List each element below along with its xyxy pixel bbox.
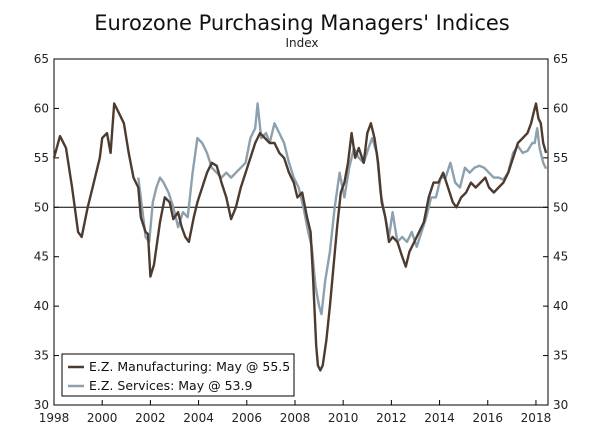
legend-label-services: E.Z. Services: May @ 53.9	[89, 378, 252, 393]
y-tick-label-right: 30	[553, 398, 568, 412]
y-tick-label-left: 40	[34, 299, 49, 313]
y-tick-label-right: 65	[553, 52, 568, 66]
x-tick-label: 1998	[39, 411, 70, 425]
y-tick-label-right: 45	[553, 250, 568, 264]
y-axis-right: 30 35 40 45 50 55 60 65	[543, 52, 568, 412]
x-tick-label: 2006	[232, 411, 263, 425]
x-tick-label: 2016	[472, 411, 503, 425]
x-tick-label: 2002	[135, 411, 166, 425]
chart-subtitle: Index	[285, 36, 318, 50]
y-tick-label-right: 35	[553, 349, 568, 363]
x-tick-label: 2000	[87, 411, 118, 425]
y-tick-label-left: 30	[34, 398, 49, 412]
y-tick-label-left: 55	[34, 151, 49, 165]
x-axis: 1998 2000 2002 2004 2006 2008 2010 2012 2014 2016…	[39, 400, 551, 425]
series-line-manufacturing	[52, 102, 548, 372]
x-tick-label: 2008	[280, 411, 311, 425]
y-tick-label-right: 60	[553, 101, 568, 115]
y-tick-label-right: 50	[553, 200, 568, 214]
y-tick-label-left: 35	[34, 349, 49, 363]
legend: E.Z. Manufacturing: May @ 55.5 E.Z. Serv…	[61, 353, 295, 397]
legend-box	[61, 353, 295, 397]
x-tick-label: 2010	[328, 411, 359, 425]
chart-title: Eurozone Purchasing Managers' Indices	[94, 11, 509, 35]
y-tick-label-left: 60	[34, 101, 49, 115]
y-tick-label-left: 50	[34, 200, 49, 214]
series-line-services	[137, 102, 548, 316]
y-tick-label-right: 55	[553, 151, 568, 165]
x-tick-label: 2018	[521, 411, 552, 425]
x-tick-label: 2014	[424, 411, 455, 425]
y-tick-label-left: 45	[34, 250, 49, 264]
y-tick-label-left: 65	[34, 52, 49, 66]
x-tick-label: 2004	[183, 411, 214, 425]
legend-label-manufacturing: E.Z. Manufacturing: May @ 55.5	[89, 359, 290, 374]
y-axis-left: 30 35 40 45 50 55 60 65	[34, 52, 59, 412]
x-tick-label: 2012	[376, 411, 407, 425]
y-tick-label-right: 40	[553, 299, 568, 313]
plot-frame	[53, 58, 549, 406]
